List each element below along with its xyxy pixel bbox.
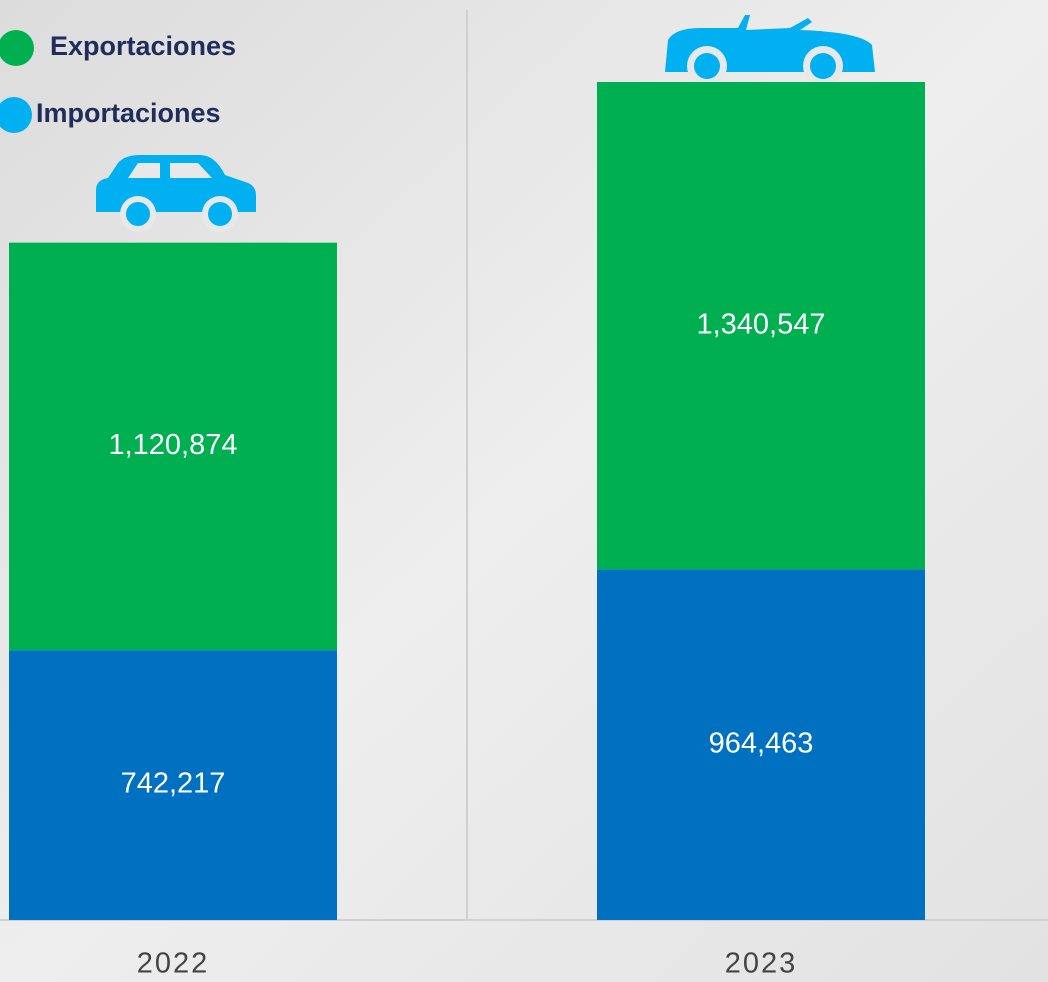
value-label: 964,463 bbox=[709, 727, 814, 759]
chart: 742,217 1,120,874 2022 964,463 1,340,547 2023… bbox=[0, 0, 1048, 982]
x-tick-label: 2022 bbox=[137, 948, 210, 980]
legend-label: Exportaciones bbox=[50, 31, 236, 61]
legend-label: Importaciones bbox=[36, 98, 221, 128]
x-tick-label: 2023 bbox=[725, 948, 798, 980]
value-label: 1,120,874 bbox=[108, 429, 237, 461]
value-label: 1,340,547 bbox=[696, 308, 825, 340]
value-label: 742,217 bbox=[121, 768, 226, 800]
